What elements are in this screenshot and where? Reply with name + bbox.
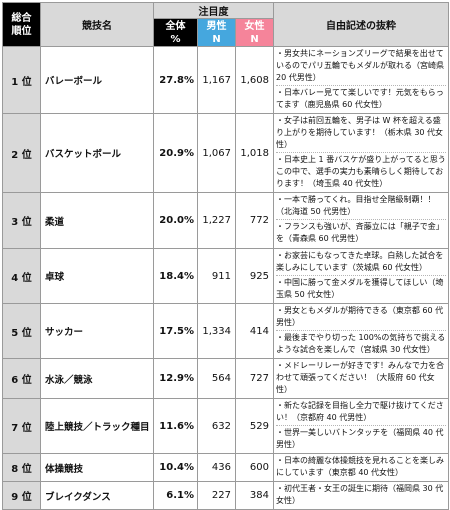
- rank-cell: 8 位: [2, 453, 41, 482]
- comment-text: ・お家芸にもなってきた卓球。白熱した試合を楽しみにしています（茨城県 60 代女…: [276, 250, 447, 276]
- rank-cell: 4 位: [2, 248, 41, 304]
- female-count: 414: [234, 303, 275, 359]
- table-row: 9 位 ブレイクダンス 6.1% 227 384 ・初代王者・女王の誕生に期待（…: [2, 481, 450, 510]
- female-count: 925: [234, 248, 275, 304]
- comment-text: ・初代王者・女王の誕生に期待（福岡県 30 代女性）: [276, 484, 444, 505]
- male-count: 632: [197, 398, 236, 454]
- sport-header: 競技名: [40, 2, 154, 47]
- total-header-label: 全体 %: [165, 20, 186, 45]
- comment-text: ・男女共にネーションズリーグで結果を出せているのでパリ五輪でもメダルが取れる（宮…: [276, 48, 447, 86]
- sport-name: 水泳／競泳: [40, 358, 154, 399]
- female-count: 600: [234, 453, 275, 482]
- total-percent: 18.4%: [153, 248, 198, 304]
- male-header: 男性 N: [197, 18, 236, 47]
- male-count: 1,167: [197, 46, 236, 114]
- comments-cell: ・お家芸にもなってきた卓球。白熱した試合を楽しみにしています（茨城県 60 代女…: [273, 248, 450, 304]
- table-row: 2 位 バスケットボール 20.9% 1,067 1,018 ・女子は前回五輪を…: [2, 113, 450, 193]
- table-row: 4 位 卓球 18.4% 911 925 ・お家芸にもなってきた卓球。白熱した試…: [2, 248, 450, 304]
- comment-text: ・世界一美しいバトンタッチを（福岡県 40 代男性）: [276, 428, 444, 449]
- rank-header-label: 総合 順位: [11, 12, 32, 37]
- rank-cell: 6 位: [2, 358, 41, 399]
- female-header: 女性 N: [234, 18, 275, 47]
- comments-cell: ・男女ともメダルが期待できる（東京都 60 代男性） ・最後までやり切った 10…: [273, 303, 450, 359]
- comment-text: ・フランスも強いが、斉藤立には「親子で金」を（青森県 60 代男性）: [276, 222, 444, 243]
- comment-text: ・日本バレー見てて楽しいです！元気をもらってます（鹿児島県 60 代女性）: [276, 88, 444, 109]
- male-count: 1,067: [197, 113, 236, 193]
- female-count: 772: [234, 192, 275, 249]
- sport-name: バレーボール: [40, 46, 154, 114]
- comment-text: ・最後までやり切った 100%の気持ちで挑えるような試合を楽しんで（宮城県 30…: [276, 333, 446, 354]
- comments-cell: ・メドレーリレーが好きです！みんなで力を合わせて頑張ってください！（大阪府 60…: [273, 358, 450, 399]
- comment-text: ・メドレーリレーが好きです！みんなで力を合わせて頑張ってください！（大阪府 60…: [276, 361, 445, 394]
- comment-text: ・日本史上 1 番バスケが盛り上がってると思うこの中で、選手の実力も素晴らしく期…: [276, 155, 446, 188]
- total-percent: 11.6%: [153, 398, 198, 454]
- total-percent: 20.0%: [153, 192, 198, 249]
- male-count: 1,227: [197, 192, 236, 249]
- sport-name: 卓球: [40, 248, 154, 304]
- total-percent: 10.4%: [153, 453, 198, 482]
- attention-header: 注目度: [152, 2, 275, 19]
- rank-cell: 9 位: [2, 481, 41, 510]
- table-row: 8 位 体操競技 10.4% 436 600 ・日本の綺麗な体操競技を見れること…: [2, 453, 450, 482]
- female-count: 1,018: [234, 113, 275, 193]
- table-row: 7 位 陸上競技／トラック種目 11.6% 632 529 ・新たな記録を目指し…: [2, 398, 450, 454]
- comments-cell: ・日本の綺麗な体操競技を見れることを楽しみにしています（東京都 40 代女性）: [273, 453, 450, 482]
- table-row: 6 位 水泳／競泳 12.9% 564 727 ・メドレーリレーが好きです！みん…: [2, 358, 450, 399]
- sport-name: 陸上競技／トラック種目: [40, 398, 154, 454]
- male-header-label: 男性 N: [206, 20, 227, 45]
- sport-name: 柔道: [40, 192, 154, 249]
- comments-header: 自由記述の抜粋: [273, 2, 450, 47]
- total-percent: 27.8%: [153, 46, 198, 114]
- rank-cell: 5 位: [2, 303, 41, 359]
- table-row: 1 位 バレーボール 27.8% 1,167 1,608 ・男女共にネーションズ…: [2, 46, 450, 114]
- total-percent: 6.1%: [153, 481, 198, 510]
- rank-cell: 3 位: [2, 192, 41, 249]
- male-count: 436: [197, 453, 236, 482]
- male-count: 564: [197, 358, 236, 399]
- male-count: 227: [197, 481, 236, 510]
- female-count: 1,608: [234, 46, 275, 114]
- comments-cell: ・一本で勝ってくれ。目指せ全階級制覇！！（北海道 50 代男性） ・フランスも強…: [273, 192, 450, 249]
- rank-cell: 2 位: [2, 113, 41, 193]
- female-header-label: 女性 N: [244, 20, 265, 45]
- total-percent: 12.9%: [153, 358, 198, 399]
- attention-header-label: 注目度: [198, 7, 229, 18]
- rank-header: 総合 順位: [2, 2, 41, 47]
- total-percent: 20.9%: [153, 113, 198, 193]
- sport-name: ブレイクダンス: [40, 481, 154, 510]
- comments-cell: ・男女共にネーションズリーグで結果を出せているのでパリ五輪でもメダルが取れる（宮…: [273, 46, 450, 114]
- comments-cell: ・女子は前回五輪を、男子は W 杯を超える盛り上がりを期待しています！（栃木県 …: [273, 113, 450, 193]
- sport-name: サッカー: [40, 303, 154, 359]
- comment-text: ・女子は前回五輪を、男子は W 杯を超える盛り上がりを期待しています！（栃木県 …: [276, 115, 447, 153]
- table-row: 5 位 サッカー 17.5% 1,334 414 ・男女ともメダルが期待できる（…: [2, 303, 450, 359]
- comment-text: ・男女ともメダルが期待できる（東京都 60 代男性）: [276, 305, 447, 331]
- sport-name: バスケットボール: [40, 113, 154, 193]
- comment-text: ・中国に勝って金メダルを獲得してほしい（埼玉県 50 代女性）: [276, 278, 444, 299]
- comments-cell: ・新たな記録を目指し全力で駆け抜けてください！（京都府 40 代男性） ・世界一…: [273, 398, 450, 454]
- table-row: 3 位 柔道 20.0% 1,227 772 ・一本で勝ってくれ。目指せ全階級制…: [2, 192, 450, 249]
- female-count: 384: [234, 481, 275, 510]
- male-count: 1,334: [197, 303, 236, 359]
- rank-cell: 7 位: [2, 398, 41, 454]
- rank-cell: 1 位: [2, 46, 41, 114]
- comment-text: ・日本の綺麗な体操競技を見れることを楽しみにしています（東京都 40 代女性）: [276, 456, 445, 477]
- comment-text: ・一本で勝ってくれ。目指せ全階級制覇！！（北海道 50 代男性）: [276, 194, 447, 220]
- male-count: 911: [197, 248, 236, 304]
- total-percent: 17.5%: [153, 303, 198, 359]
- comments-cell: ・初代王者・女王の誕生に期待（福岡県 30 代女性）: [273, 481, 450, 510]
- comment-text: ・新たな記録を目指し全力で駆け抜けてください！（京都府 40 代男性）: [276, 400, 447, 426]
- female-count: 727: [234, 358, 275, 399]
- sport-name: 体操競技: [40, 453, 154, 482]
- sport-header-label: 競技名: [82, 21, 112, 32]
- total-header: 全体 %: [153, 18, 198, 47]
- comments-header-label: 自由記述の抜粋: [326, 21, 397, 32]
- female-count: 529: [234, 398, 275, 454]
